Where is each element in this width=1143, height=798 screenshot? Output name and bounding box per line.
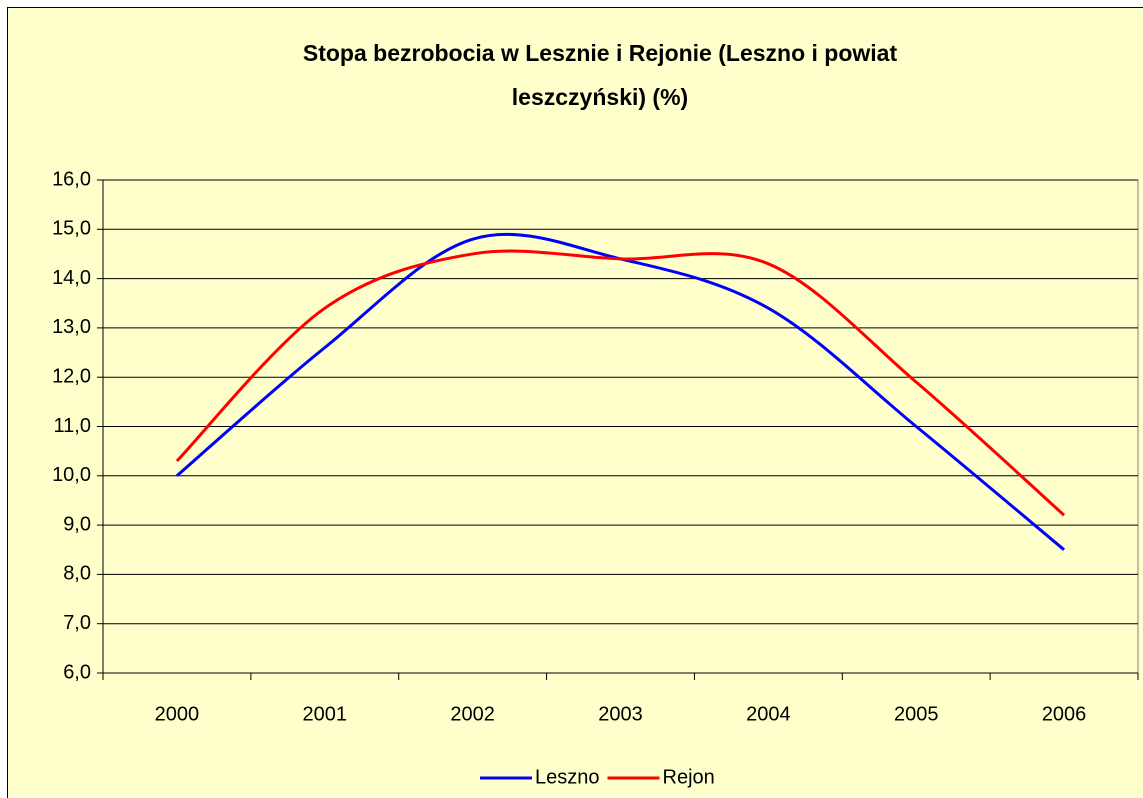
legend-label: Rejon bbox=[663, 766, 715, 788]
x-tick-label: 2006 bbox=[1042, 703, 1087, 725]
y-tick-label: 12,0 bbox=[52, 365, 91, 387]
x-tick-label: 2005 bbox=[894, 703, 939, 725]
x-tick-label: 2004 bbox=[746, 703, 791, 725]
y-tick-label: 16,0 bbox=[52, 168, 91, 190]
y-tick-label: 8,0 bbox=[63, 563, 91, 585]
x-tick-label: 2000 bbox=[155, 703, 200, 725]
x-tick-label: 2002 bbox=[450, 703, 495, 725]
y-tick-label: 7,0 bbox=[63, 612, 91, 634]
chart-title: leszczyński) (%) bbox=[512, 84, 688, 110]
chart-title: Stopa bezrobocia w Lesznie i Rejonie (Le… bbox=[303, 40, 898, 66]
line bbox=[175, 249, 1066, 517]
x-tick-label: 2001 bbox=[303, 703, 348, 725]
y-tick-label: 14,0 bbox=[52, 267, 91, 289]
y-tick-label: 11,0 bbox=[54, 415, 91, 437]
x-tick-label: 2003 bbox=[598, 703, 643, 725]
y-tick-label: 6,0 bbox=[63, 661, 91, 683]
legend-label: Leszno bbox=[535, 766, 600, 788]
y-tick-label: 9,0 bbox=[63, 513, 91, 535]
y-tick-label: 13,0 bbox=[52, 316, 91, 338]
y-tick-label: 10,0 bbox=[52, 464, 91, 486]
y-tick-label: 15,0 bbox=[52, 218, 91, 240]
